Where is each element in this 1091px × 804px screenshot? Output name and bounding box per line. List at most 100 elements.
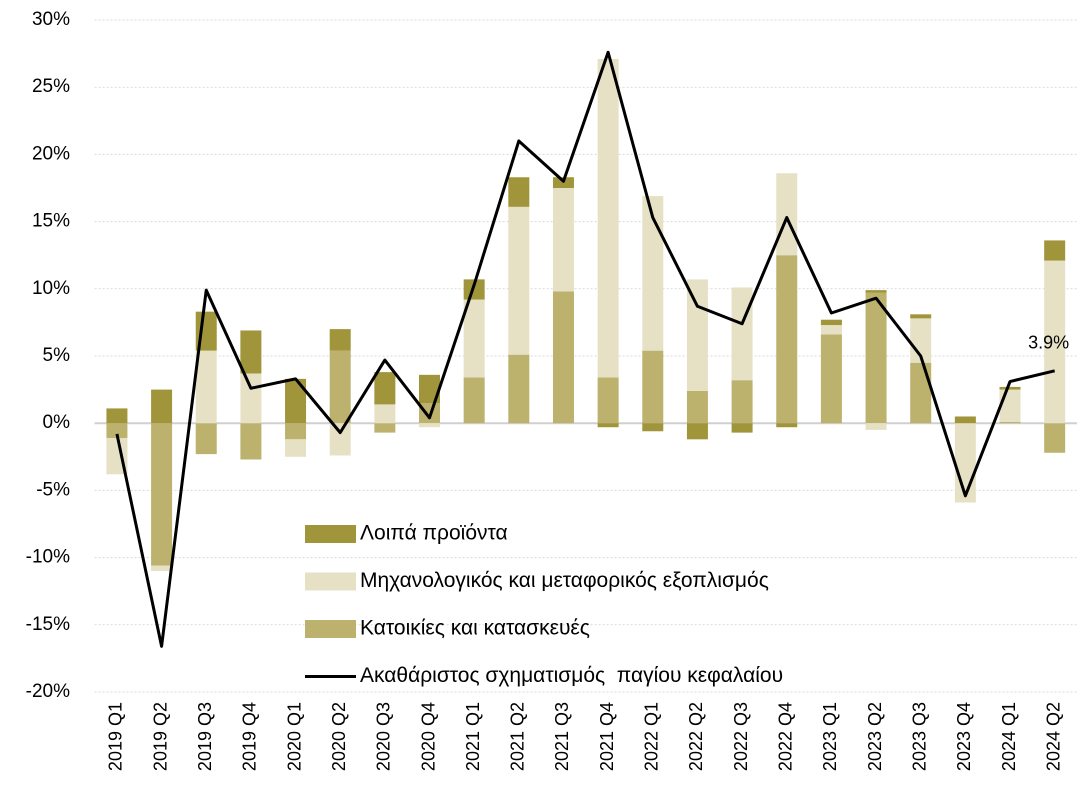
bar [865,423,887,430]
x-tick-label: 2021 Q1 [463,702,483,771]
bar [642,196,664,351]
bar [686,423,708,440]
bar [374,372,396,405]
bar [731,287,753,381]
bar [240,423,262,460]
y-tick-label: -10% [26,547,70,568]
x-tick-label: 2021 Q3 [552,702,572,771]
bar [865,292,887,424]
bar [686,279,708,391]
bar [508,206,530,355]
legend-label: Λοιπά προϊόντα [360,522,508,545]
x-tick-label: 2023 Q4 [954,702,974,771]
x-tick-label: 2024 Q2 [1043,702,1063,771]
bar [374,423,396,433]
y-tick-label: 0% [43,412,71,433]
x-tick-label: 2020 Q3 [374,702,394,771]
bar [329,350,351,424]
x-tick-label: 2019 Q1 [106,702,126,771]
legend-swatch [305,620,356,638]
bar [151,565,173,572]
bar [865,290,887,293]
y-tick-label: 25% [32,76,70,97]
x-tick-label: 2019 Q2 [150,702,170,771]
bar [954,423,976,503]
bar [597,58,619,378]
y-tick-label: -5% [36,479,70,500]
x-tick-label: 2019 Q4 [240,702,260,771]
x-tick-label: 2020 Q2 [329,702,349,771]
bar [195,423,217,455]
bar [285,439,307,457]
bar [463,299,485,378]
bar [508,354,530,424]
bar [597,377,619,424]
bar [151,389,173,424]
x-tick-label: 2023 Q1 [820,702,840,771]
bar [642,350,664,424]
bar [463,377,485,424]
bar [106,423,128,438]
bar [820,334,842,424]
legend-swatch [305,572,356,591]
x-tick-label: 2020 Q4 [418,702,438,771]
line [115,50,1056,648]
x-tick-label: 2022 Q2 [686,702,706,771]
bar [686,390,708,424]
x-tick-label: 2021 Q2 [508,702,528,771]
y-tick-label: 15% [32,211,70,232]
bar [1044,423,1066,453]
bar [419,374,441,404]
bar [508,177,530,207]
x-tick-label: 2021 Q4 [597,702,617,771]
bar [776,423,798,428]
bar [1044,240,1066,261]
x-tick-label: 2020 Q1 [284,702,304,771]
bar [195,350,217,424]
bar [329,329,351,351]
y-tick-label: -20% [26,681,70,702]
bar [731,423,753,433]
bar [151,423,173,566]
bar [910,362,932,424]
bar [910,314,932,319]
bar [240,373,262,424]
bar [419,423,441,428]
legend-swatch [305,525,356,543]
bar [999,389,1021,422]
data-label: 3.9% [1028,333,1069,353]
x-tick-label: 2023 Q2 [865,702,885,771]
bar [240,330,262,374]
bar [999,386,1021,390]
bar [642,423,664,432]
bar [285,378,307,424]
bar [820,319,842,326]
y-tick-label: 5% [43,345,71,366]
x-tick-label: 2022 Q3 [731,702,751,771]
bar [731,380,753,424]
x-tick-label: 2024 Q1 [999,702,1019,771]
y-tick-label: -15% [26,614,70,635]
bar [597,423,619,428]
x-tick-label: 2023 Q3 [909,702,929,771]
y-tick-label: 30% [32,9,70,30]
bar [285,423,307,440]
y-tick-label: 20% [32,143,70,164]
bar [999,421,1021,424]
y-tick-label: 10% [32,278,70,299]
bar [329,423,351,456]
bar [374,404,396,424]
bar [552,188,574,292]
bar [106,408,128,424]
bar [776,173,798,256]
bar [954,416,976,424]
bar [1044,260,1066,424]
legend-label: Κατοικίες και κατασκευές [360,617,590,640]
bar [776,255,798,424]
bar [552,291,574,424]
legend-label: Ακαθάριστος σχηματισμός παγίου κεφαλαίου [360,664,783,687]
bar [820,325,842,335]
x-tick-label: 2022 Q1 [642,702,662,771]
x-tick-label: 2022 Q4 [775,702,795,771]
